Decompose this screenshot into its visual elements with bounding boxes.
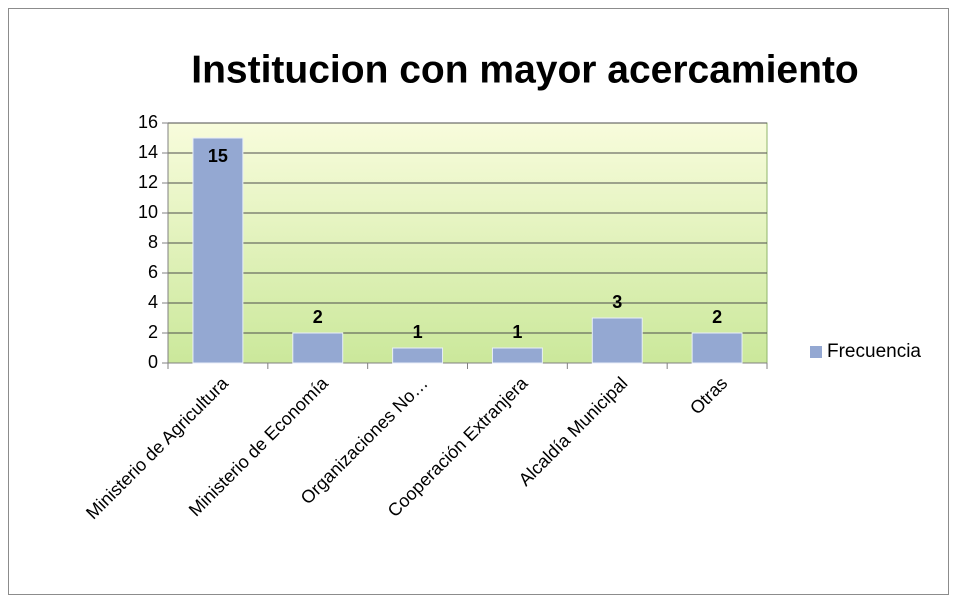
y-tick-label: 4 bbox=[148, 292, 158, 312]
y-tick-label: 8 bbox=[148, 232, 158, 252]
y-tick-label: 12 bbox=[138, 172, 158, 192]
y-tick-label: 2 bbox=[148, 322, 158, 342]
bar bbox=[691, 332, 743, 364]
data-label: 2 bbox=[313, 307, 323, 327]
bar bbox=[491, 347, 543, 364]
legend-label: Frecuencia bbox=[827, 341, 921, 362]
chart-title: Institucion con mayor acercamiento bbox=[191, 48, 859, 91]
bar bbox=[192, 137, 244, 364]
data-label: 1 bbox=[413, 322, 423, 342]
data-label: 1 bbox=[512, 322, 522, 342]
y-tick-label: 10 bbox=[138, 202, 158, 222]
y-tick-label: 6 bbox=[148, 262, 158, 282]
y-tick-label: 14 bbox=[138, 142, 158, 162]
data-label: 3 bbox=[612, 292, 622, 312]
y-tick-label: 16 bbox=[138, 112, 158, 132]
bar bbox=[392, 347, 444, 364]
y-tick-label: 0 bbox=[148, 352, 158, 372]
data-label: 15 bbox=[208, 146, 228, 166]
legend-swatch bbox=[810, 346, 822, 358]
bar bbox=[591, 317, 643, 364]
data-label: 2 bbox=[712, 307, 722, 327]
bar bbox=[292, 332, 344, 364]
